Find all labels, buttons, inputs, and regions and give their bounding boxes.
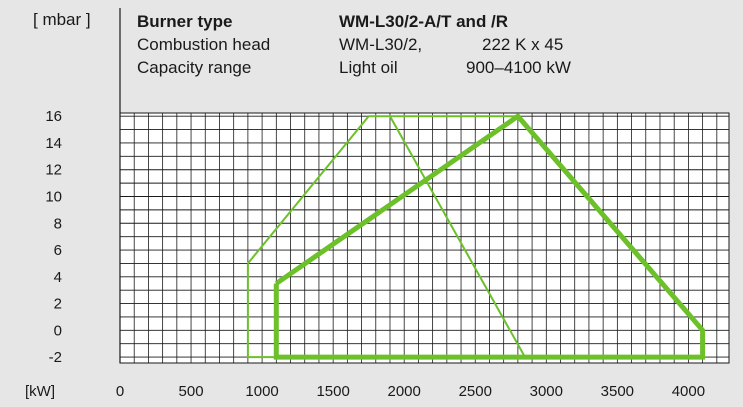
- y-tick-label: 4: [54, 269, 62, 286]
- x-tick-label: 0: [116, 383, 124, 400]
- y-tick-label: 0: [54, 322, 62, 339]
- combustion-head-value: WM-L30/2,: [339, 35, 423, 54]
- x-tick-labels: 0 500 1000 1500 2000 2500 3000 3500 4000: [116, 383, 705, 400]
- y-tick-label: 6: [54, 242, 62, 259]
- grid: [119, 112, 730, 364]
- y-tick-label: 8: [54, 215, 62, 232]
- combustion-head-extra: 222 K x 45: [482, 35, 564, 54]
- x-tick-label: 1500: [316, 383, 349, 400]
- x-axis-label: [kW]: [25, 383, 55, 400]
- y-tick-label: 10: [45, 189, 62, 206]
- series-line-thick: [273, 112, 706, 360]
- y-tick-label: 2: [54, 296, 62, 313]
- x-tick-label: 2500: [459, 383, 492, 400]
- x-tick-label: 2000: [388, 383, 421, 400]
- x-tick-label: 500: [179, 383, 204, 400]
- combustion-head-label: Combustion head: [137, 35, 271, 54]
- burner-type-value: WM-L30/2-A/T and /R: [339, 12, 509, 31]
- capacity-range-extra: 900–4100 kW: [466, 58, 571, 77]
- y-tick-label: 12: [45, 162, 62, 179]
- x-tick-label: 1000: [245, 383, 278, 400]
- plot-background: [120, 113, 729, 363]
- y-tick-labels: 16 14 12 10 8 6 4 2 0 -2: [45, 108, 62, 366]
- y-tick-label: -2: [49, 349, 62, 366]
- series-layer: [246, 112, 706, 360]
- x-tick-label: 3000: [530, 383, 563, 400]
- series-line-thin: [389, 115, 526, 358]
- burner-type-label: Burner type: [137, 12, 233, 31]
- capacity-range-value: Light oil: [339, 58, 398, 77]
- y-tick-label: 16: [45, 108, 62, 125]
- x-tick-label: 4000: [672, 383, 705, 400]
- y-tick-label: 14: [45, 135, 62, 152]
- x-tick-label: 3500: [601, 383, 634, 400]
- y-unit-label: [ mbar ]: [33, 10, 91, 29]
- capacity-range-label: Capacity range: [137, 58, 252, 77]
